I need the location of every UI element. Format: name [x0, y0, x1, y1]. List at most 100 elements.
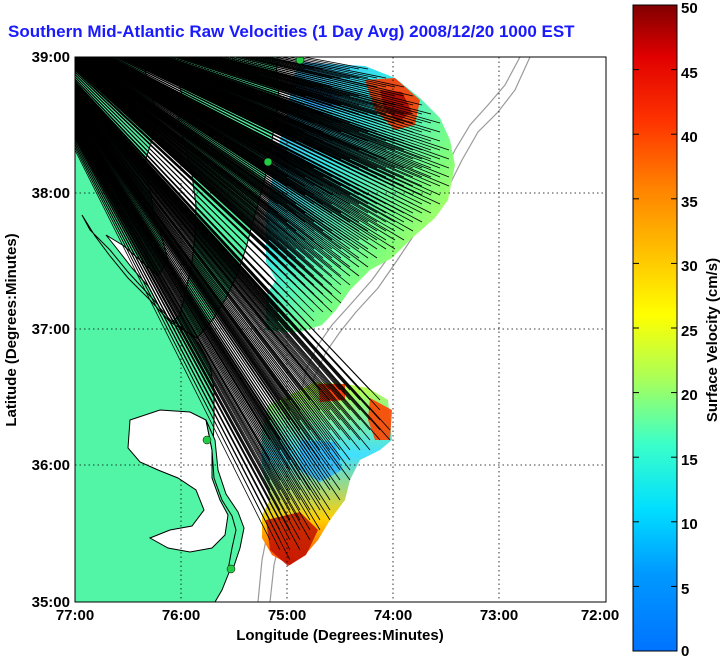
velocity-arrow — [90, 57, 387, 241]
colorbar-tick-label: 35 — [681, 194, 698, 211]
velocity-arrow — [75, 71, 324, 313]
velocity-arrow — [90, 57, 369, 232]
velocity-arrow — [75, 99, 331, 441]
velocity-arrow — [75, 108, 331, 481]
velocity-arrow — [238, 57, 405, 97]
velocity-arrow — [83, 57, 369, 250]
velocity-arrow — [75, 143, 291, 561]
velocity-arrow — [75, 62, 306, 259]
velocity-arrow — [75, 63, 324, 277]
velocity-arrow — [105, 57, 414, 223]
velocity-arrow — [75, 100, 351, 471]
velocity-arrow — [85, 57, 378, 250]
velocity-arrow — [129, 57, 405, 178]
velocity-arrow — [75, 57, 360, 277]
velocity-arrow — [75, 97, 351, 461]
velocity-arrow — [75, 111, 321, 481]
velocity-arrow — [75, 84, 361, 411]
velocity-arrow — [127, 57, 441, 196]
velocity-arrow — [96, 57, 396, 232]
velocity-arrows-north — [75, 57, 450, 331]
velocity-arrow — [75, 109, 341, 501]
velocity-arrow — [273, 57, 378, 79]
velocity-arrow — [75, 116, 321, 501]
velocity-arrow — [75, 131, 291, 511]
velocity-arrow — [112, 57, 423, 214]
velocity-arrow — [75, 76, 315, 322]
y-tick-label: 38:00 — [32, 185, 70, 202]
map-title: Southern Mid-Atlantic Raw Velocities (1 … — [8, 22, 575, 41]
colorbar-tick-label: 30 — [681, 258, 698, 275]
colorbar-tick-label: 40 — [681, 129, 698, 146]
velocity-arrow — [75, 86, 371, 431]
velocity-arrow — [75, 103, 331, 461]
velocity-arrow — [75, 57, 360, 268]
velocity-arrow — [107, 57, 423, 223]
x-tick-label: 74:00 — [374, 607, 412, 624]
velocity-arrow — [139, 57, 414, 169]
velocity-arrow — [84, 57, 360, 241]
velocity-arrow — [75, 85, 341, 391]
velocity-arrow — [100, 57, 378, 214]
velocity-arrow — [75, 90, 371, 451]
velocity-arrow — [251, 57, 387, 88]
velocity-arrow — [132, 57, 396, 169]
y-axis-label: Latitude (Degrees:Minutes) — [3, 233, 20, 426]
velocity-arrow — [75, 60, 351, 286]
velocity-arrow — [75, 61, 333, 277]
velocity-arrow — [79, 57, 324, 232]
velocity-arrow — [75, 94, 331, 421]
velocity-arrow — [75, 66, 342, 304]
velocity-arrow — [75, 118, 291, 461]
velocity-arrow — [188, 57, 441, 133]
velocity-arrow — [256, 57, 396, 88]
velocity-arrow — [75, 63, 333, 286]
velocity-arrow — [232, 57, 396, 97]
colorbar-tick-label: 25 — [681, 323, 698, 340]
velocity-arrow — [227, 57, 423, 106]
velocity-arrow — [89, 57, 396, 250]
velocity-arrow — [75, 64, 288, 250]
velocity-arrow — [75, 106, 331, 471]
velocity-arrow — [75, 123, 321, 531]
velocity-arrow — [75, 121, 301, 491]
velocity-arrow — [75, 69, 333, 313]
y-tick-label: 37:00 — [32, 321, 70, 338]
velocity-arrow — [152, 57, 405, 151]
x-tick-label: 77:00 — [56, 607, 94, 624]
velocity-arrow — [75, 93, 351, 441]
velocity-arrow — [98, 57, 405, 232]
velocity-arrow — [75, 121, 321, 521]
velocity-arrow — [75, 57, 333, 259]
velocity-arrow — [77, 57, 342, 250]
velocity-arrow — [75, 73, 315, 313]
velocity-arrow — [75, 84, 391, 441]
velocity-arrow — [126, 57, 396, 178]
velocity-arrow — [75, 84, 371, 421]
velocity-arrow — [75, 62, 297, 250]
velocity-arrow — [75, 119, 281, 451]
velocity-arrow — [75, 129, 301, 521]
velocity-arrow — [184, 57, 432, 133]
velocity-arrow — [75, 98, 341, 451]
velocity-arrow — [75, 57, 342, 259]
velocity-arrow — [159, 57, 450, 160]
velocity-arrow — [75, 86, 361, 421]
velocity-arrow — [125, 57, 432, 196]
radar-station-marker — [202, 435, 212, 445]
velocity-arrow — [75, 133, 291, 521]
velocity-arrow — [75, 119, 301, 481]
colorbar-gradient — [632, 4, 678, 652]
y-axis: 35:00 36:00 37:00 38:00 39:00 Latitude (… — [3, 49, 70, 611]
velocity-arrow — [75, 64, 297, 259]
velocity-arrow — [75, 135, 281, 511]
colorbar-tick-label: 50 — [681, 0, 698, 17]
velocity-arrow — [143, 57, 450, 178]
velocity-arrow — [93, 57, 396, 241]
velocity-arrow — [75, 149, 271, 541]
velocity-arrow — [217, 57, 405, 106]
velocity-arrow — [82, 57, 378, 259]
velocity-arrow — [131, 57, 414, 178]
low-velocity-patch — [300, 440, 342, 482]
velocity-arrow — [75, 65, 306, 268]
